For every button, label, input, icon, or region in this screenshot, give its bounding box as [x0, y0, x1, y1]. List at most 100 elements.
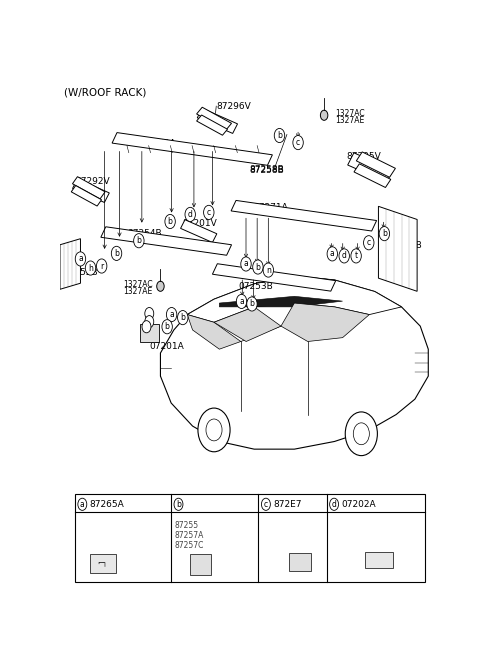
Text: 87254B: 87254B — [127, 229, 162, 238]
Polygon shape — [231, 200, 377, 231]
Circle shape — [162, 320, 172, 334]
Polygon shape — [187, 315, 241, 349]
Circle shape — [178, 311, 188, 325]
Text: b: b — [114, 249, 119, 258]
Text: c: c — [367, 238, 371, 247]
Circle shape — [165, 214, 175, 229]
Text: 1327AE: 1327AE — [123, 287, 153, 296]
Text: a: a — [80, 500, 84, 509]
Text: 1327AE: 1327AE — [335, 116, 364, 125]
Circle shape — [96, 259, 107, 273]
Polygon shape — [160, 276, 428, 449]
Circle shape — [167, 307, 177, 322]
Text: b: b — [168, 217, 172, 226]
Text: b: b — [255, 263, 260, 271]
Text: 87257B: 87257B — [387, 241, 422, 250]
Text: 07252B: 07252B — [64, 267, 98, 277]
Text: a: a — [239, 297, 244, 306]
FancyBboxPatch shape — [365, 552, 393, 568]
Circle shape — [241, 257, 251, 271]
Circle shape — [75, 252, 85, 266]
Circle shape — [174, 498, 183, 510]
Circle shape — [247, 297, 257, 311]
Text: 87258B: 87258B — [250, 166, 285, 175]
Text: 87255: 87255 — [175, 520, 199, 530]
FancyBboxPatch shape — [90, 554, 116, 573]
Text: t: t — [355, 252, 358, 260]
Text: b: b — [180, 313, 185, 322]
Circle shape — [145, 315, 154, 328]
Polygon shape — [71, 185, 102, 206]
Circle shape — [198, 408, 230, 452]
Text: (W/ROOF RACK): (W/ROOF RACK) — [64, 88, 146, 98]
Text: 872E7: 872E7 — [273, 500, 302, 509]
Circle shape — [363, 236, 374, 250]
Text: 87201V: 87201V — [183, 219, 217, 228]
Text: 87271A: 87271A — [253, 203, 288, 212]
FancyBboxPatch shape — [289, 553, 311, 571]
Polygon shape — [378, 206, 417, 291]
Circle shape — [339, 249, 349, 263]
Circle shape — [145, 307, 154, 320]
Text: d: d — [342, 252, 347, 260]
Text: ⌐┐: ⌐┐ — [98, 560, 108, 566]
Text: c: c — [207, 208, 211, 217]
Polygon shape — [197, 115, 228, 135]
Circle shape — [345, 412, 377, 455]
Text: a: a — [330, 250, 335, 258]
Text: 07201A: 07201A — [149, 342, 184, 351]
Circle shape — [327, 247, 337, 261]
Polygon shape — [197, 107, 231, 130]
Circle shape — [293, 135, 303, 150]
Polygon shape — [60, 238, 81, 289]
Circle shape — [379, 227, 390, 240]
Polygon shape — [214, 307, 281, 342]
Circle shape — [78, 498, 87, 510]
Circle shape — [252, 260, 263, 274]
Circle shape — [236, 294, 247, 309]
Text: b: b — [136, 237, 141, 245]
Text: a: a — [169, 310, 174, 319]
FancyBboxPatch shape — [140, 324, 158, 342]
Text: 07202A: 07202A — [342, 500, 376, 509]
Polygon shape — [281, 303, 369, 342]
Text: a: a — [244, 260, 248, 269]
Text: 87265A: 87265A — [90, 500, 124, 509]
Circle shape — [185, 208, 195, 221]
Circle shape — [204, 205, 214, 219]
Circle shape — [351, 249, 361, 263]
Text: b: b — [165, 322, 169, 331]
Text: n: n — [266, 265, 271, 275]
Text: 07253B: 07253B — [239, 282, 273, 291]
Polygon shape — [101, 227, 231, 256]
Polygon shape — [112, 133, 272, 166]
Polygon shape — [197, 108, 238, 133]
Text: r: r — [100, 261, 103, 271]
Circle shape — [262, 498, 270, 510]
Text: d: d — [332, 500, 336, 509]
Text: c: c — [296, 138, 300, 147]
Circle shape — [85, 261, 96, 275]
Text: b: b — [176, 500, 181, 509]
Circle shape — [206, 419, 222, 441]
Polygon shape — [354, 164, 391, 187]
Text: 87257A: 87257A — [175, 531, 204, 539]
Text: b: b — [382, 229, 387, 238]
Text: b: b — [250, 300, 254, 308]
Circle shape — [274, 128, 285, 143]
Circle shape — [263, 263, 274, 277]
FancyBboxPatch shape — [75, 493, 424, 582]
Polygon shape — [356, 152, 396, 177]
Text: b: b — [277, 131, 282, 140]
Text: 87257C: 87257C — [175, 541, 204, 550]
Circle shape — [330, 498, 338, 510]
Text: 87258B: 87258B — [250, 166, 285, 174]
Polygon shape — [187, 276, 401, 323]
Polygon shape — [180, 219, 217, 242]
Circle shape — [156, 281, 164, 291]
Text: 1327AC: 1327AC — [335, 109, 365, 118]
Circle shape — [133, 234, 144, 248]
Text: 1327AC: 1327AC — [123, 280, 153, 288]
Text: a: a — [78, 254, 83, 263]
Text: h: h — [88, 263, 93, 273]
